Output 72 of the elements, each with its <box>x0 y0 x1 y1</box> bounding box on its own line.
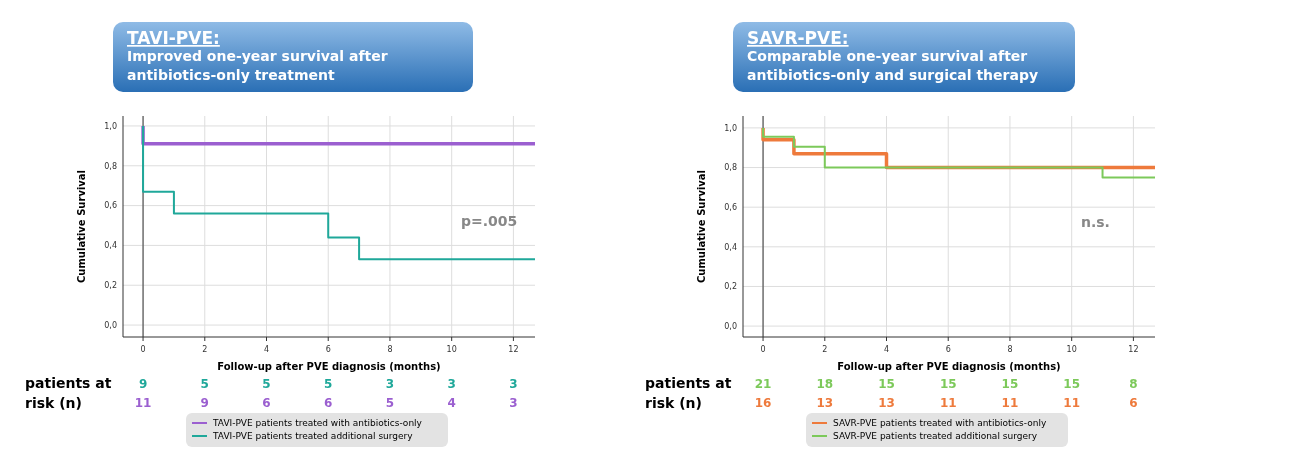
chart-subtitle: Improved one-year survival after antibiotics-only treatment <box>127 47 389 85</box>
legend-label: SAVR-PVE patients treated with antibiotics-only <box>833 418 1047 429</box>
text: 3 <box>447 377 456 391</box>
y-tick-label: 0,8 <box>724 163 737 173</box>
text: 6 <box>324 396 333 410</box>
text: 5 <box>324 377 333 391</box>
x-tick-label: 10 <box>1066 345 1077 354</box>
x-axis-title: Follow-up after PVE diagnosis (months) <box>837 361 1061 372</box>
text: 5 <box>262 377 271 391</box>
y-tick-label: 0,4 <box>724 242 737 252</box>
y-tick-label: 0,8 <box>104 161 117 171</box>
y-tick-label: 0,6 <box>724 202 737 212</box>
y-tick-label: 0,6 <box>104 201 117 211</box>
text: 11 <box>1001 396 1019 410</box>
y-axis-title: Cumulative Survival <box>76 169 87 284</box>
y-tick-label: 0,4 <box>104 241 117 251</box>
text: patients at <box>645 375 732 391</box>
text: 3 <box>385 377 395 391</box>
y-tick-label: 0,0 <box>104 320 117 330</box>
y-tick-label: 1,0 <box>104 121 117 131</box>
x-tick-label: 0 <box>760 345 766 354</box>
y-tick-label: 0,2 <box>104 281 117 291</box>
text: 9 <box>200 396 209 410</box>
x-tick-label: 4 <box>263 345 270 354</box>
text: 11 <box>939 396 957 410</box>
x-axis-title: Follow-up after PVE diagnosis (months) <box>217 361 441 372</box>
legend-label: SAVR-PVE patients treated additional surgery <box>833 431 1038 442</box>
text: 4 <box>447 396 456 410</box>
text: 6 <box>262 396 271 410</box>
text: 3 <box>509 396 518 410</box>
text: 5 <box>385 396 395 410</box>
text: 11 <box>134 396 152 410</box>
y-tick-label: 0,2 <box>724 282 737 292</box>
text: risk (n) <box>645 395 702 411</box>
text: 18 <box>816 377 834 391</box>
text: 15 <box>878 377 895 391</box>
text: 3 <box>509 377 518 391</box>
x-tick-label: 8 <box>1007 345 1013 354</box>
y-axis-title: Cumulative Survival <box>696 169 707 284</box>
x-tick-label: 8 <box>387 345 393 354</box>
legend-label: TAVI-PVE patients treated with antibiotics-only <box>212 418 423 429</box>
text: 6 <box>1129 396 1138 410</box>
y-tick-label: 0,0 <box>724 321 737 331</box>
y-tick-label: 1,0 <box>724 123 737 133</box>
text: 21 <box>754 377 772 391</box>
chart-title: SAVR-PVE: <box>747 28 849 48</box>
annotation: p=.005 <box>460 212 518 229</box>
text: 15 <box>1063 377 1081 391</box>
text: 13 <box>816 396 834 410</box>
text: risk (n) <box>25 395 82 411</box>
text: 13 <box>878 396 895 410</box>
x-tick-label: 4 <box>883 345 890 354</box>
x-tick-label: 0 <box>140 345 146 354</box>
text: 15 <box>939 377 957 391</box>
text: 11 <box>1063 396 1081 410</box>
text: 16 <box>754 396 772 410</box>
x-tick-label: 2 <box>202 345 208 354</box>
chart-title: TAVI-PVE: <box>127 28 220 48</box>
text: 5 <box>200 377 209 391</box>
text: 8 <box>1129 377 1138 391</box>
x-tick-label: 2 <box>822 345 828 354</box>
text: 15 <box>1001 377 1019 391</box>
legend-label: TAVI-PVE patients treated additional surgery <box>212 431 414 442</box>
text: 9 <box>138 377 148 391</box>
x-tick-label: 6 <box>325 345 331 354</box>
x-tick-label: 12 <box>1128 345 1139 354</box>
x-tick-label: 12 <box>508 345 519 354</box>
x-tick-label: 6 <box>945 345 951 354</box>
text: patients at <box>25 375 112 391</box>
chart-subtitle: Comparable one-year survival after antibiotics-only and surgical therapy <box>747 47 1040 85</box>
annotation: n.s. <box>1080 214 1110 230</box>
x-tick-label: 10 <box>446 345 457 354</box>
